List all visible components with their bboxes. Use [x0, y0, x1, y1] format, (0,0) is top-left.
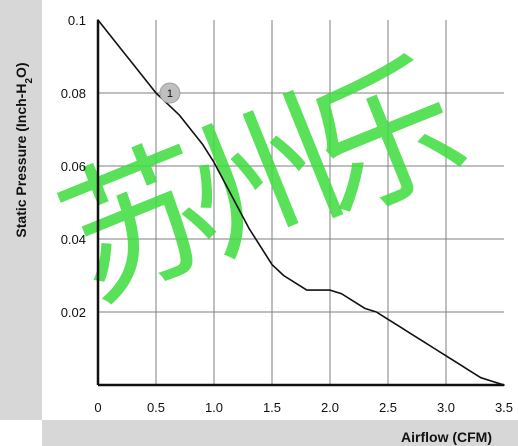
- x-tick-label: 2.5: [379, 400, 397, 415]
- y-tick-label: 0.08: [61, 86, 86, 101]
- x-tick-label: 2.0: [321, 400, 339, 415]
- annotation-layer: 1: [159, 82, 181, 104]
- axes-layer: [96, 20, 504, 387]
- y-tick-label: 0.06: [61, 159, 86, 174]
- y-tick-label: 0.02: [61, 305, 86, 320]
- watermark-layer: 苏 州 乐: [38, 31, 487, 334]
- y-tick-label: 0.04: [61, 232, 86, 247]
- operating-point-label: 1: [167, 88, 173, 100]
- chart-panel: [42, 0, 518, 420]
- x-tick-label: 1.5: [263, 400, 281, 415]
- bottom-axis-band: [42, 420, 518, 446]
- y-axis-title: Static Pressure (Inch-H2O): [13, 62, 35, 237]
- x-tick-label: 0: [94, 400, 101, 415]
- x-tick-label: 3.5: [495, 400, 513, 415]
- ticks-layer: 0 0.5 1.0 1.5 2.0 2.5 3.0 3.5 0.02 0.04 0.06 0.08 0.…: [61, 13, 513, 415]
- x-axis-title: Airflow (CFM): [401, 429, 492, 445]
- x-tick-label: 3.0: [437, 400, 455, 415]
- x-tick-label: 1.0: [205, 400, 223, 415]
- x-tick-label: 0.5: [147, 400, 165, 415]
- left-axis-band: [0, 0, 42, 420]
- y-tick-label: 0.1: [68, 13, 86, 28]
- operating-point-marker: [159, 82, 181, 104]
